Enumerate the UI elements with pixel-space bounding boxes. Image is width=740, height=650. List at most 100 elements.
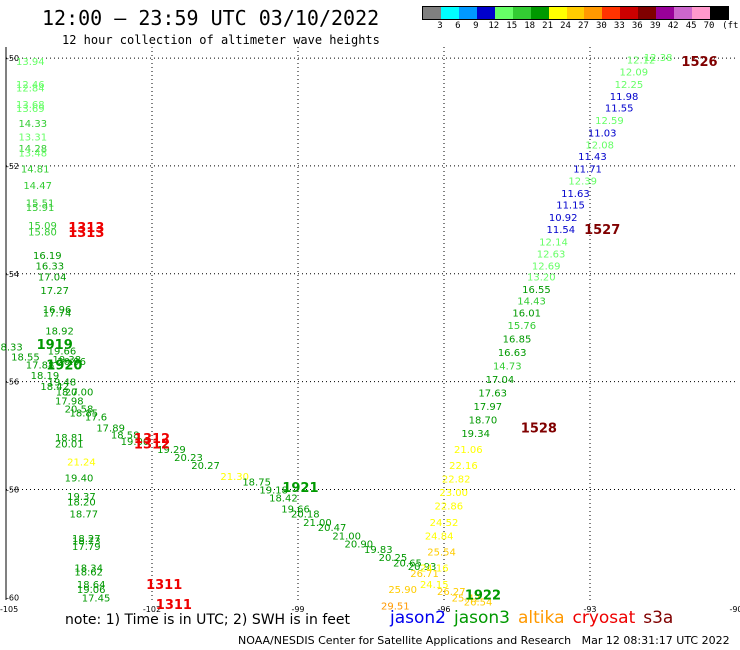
swh-value-label: 19.06: [77, 585, 106, 596]
swh-value-label: 20.58: [65, 405, 94, 416]
swh-value-label: 19.00: [121, 437, 150, 448]
swh-value-label: 17.74: [43, 309, 72, 320]
colorbar-swatch: [710, 7, 728, 19]
swh-value-label: 25.42: [452, 593, 481, 604]
swh-value-label: 18.42: [269, 494, 298, 505]
swh-value-label: 15.80: [28, 228, 57, 239]
swh-value-label: 18.42: [40, 382, 69, 393]
swh-value-label: 20.18: [291, 510, 320, 521]
swh-value-label: 24.16: [420, 564, 449, 575]
swh-value-label: 12.46: [16, 80, 45, 91]
colorbar-label: 39: [649, 21, 661, 31]
swh-value-label: 17.04: [486, 375, 515, 386]
swh-value-label: 17.97: [473, 402, 502, 413]
colorbar-swatch: [674, 7, 693, 19]
track-id-label: 1922: [465, 589, 501, 604]
y-tick-label: -58: [6, 485, 19, 494]
satellite-legend-s3a: s3a: [643, 608, 674, 628]
track-id-label: 1919: [37, 338, 73, 353]
swh-value-label: 23.00: [439, 488, 468, 499]
swh-value-label: 19.83: [364, 545, 393, 556]
colorbar-swatch: [620, 7, 639, 19]
swh-value-label: 20.47: [318, 523, 347, 534]
swh-value-label: 24.84: [425, 531, 454, 542]
colorbar-label: 12: [488, 21, 500, 31]
swh-value-label: 14.47: [23, 181, 52, 192]
track-id-label: 1528: [521, 421, 557, 436]
swh-value-label: 11.43: [578, 152, 607, 163]
swh-value-label: 16.01: [512, 309, 541, 320]
swh-value-label: 14.28: [18, 144, 47, 155]
y-tick-label: -50: [6, 54, 19, 63]
colorbar-label: (ft): [722, 21, 740, 31]
colorbar-label: 9: [473, 21, 479, 31]
track-id-label: 1312: [134, 432, 170, 447]
swh-value-label: 12.84: [16, 84, 45, 95]
swh-value-label: 21.00: [303, 518, 332, 529]
swh-value-label: 11.98: [610, 92, 639, 103]
swh-value-label: 18.75: [242, 477, 271, 488]
swh-value-label: 22.86: [435, 502, 464, 513]
swh-value-label: 17.98: [55, 396, 84, 407]
swh-value-label: 14.73: [493, 361, 522, 372]
swh-value-label: 16.63: [498, 348, 527, 359]
colorbar-label: 18: [524, 21, 536, 31]
track-id-label: 1313: [68, 226, 104, 241]
swh-value-label: 18.34: [74, 564, 103, 575]
track-id-label: 1313: [68, 221, 104, 236]
footer-note: note: 1) Time is in UTC; 2) SWH is in fe…: [65, 612, 351, 628]
swh-value-label: 17.63: [478, 388, 507, 399]
swh-value-label: 12.25: [615, 80, 644, 91]
swh-value-label: 19.34: [461, 429, 490, 440]
swh-value-label: 14.81: [21, 165, 50, 176]
satellite-legend: jason2 jason3 altika cryosat s3a: [390, 608, 681, 628]
swh-value-label: 26.54: [464, 598, 493, 609]
swh-value-label: 18.92: [45, 326, 74, 337]
swh-value-label: 12.09: [619, 68, 648, 79]
swh-value-label: 25.90: [388, 585, 417, 596]
x-tick-label: -105: [0, 605, 18, 614]
swh-value-label: 21.30: [220, 472, 249, 483]
swh-value-label: 11.71: [573, 165, 602, 176]
track-id-label: 1526: [681, 55, 717, 70]
swh-value-label: 24.52: [430, 518, 459, 529]
colorbar-swatch: [423, 7, 441, 19]
swh-value-label: 20.01: [55, 440, 84, 451]
x-tick-label: -93: [583, 605, 596, 614]
swh-value-label: 18.77: [70, 510, 99, 521]
swh-value-label: 14.33: [18, 119, 47, 130]
swh-value-label: 13.48: [18, 148, 47, 159]
swh-value-label: 12.59: [595, 116, 624, 127]
swh-value-label: 15.51: [26, 199, 55, 210]
swh-value-label: 21.00: [332, 531, 361, 542]
swh-value-label: 19.29: [157, 445, 186, 456]
swh-value-label: 21.06: [454, 445, 483, 456]
swh-value-label: 18.85: [70, 408, 99, 419]
x-tick-label: -90: [729, 605, 740, 614]
x-tick-label: -102: [143, 605, 161, 614]
track-id-label: 1921: [282, 481, 318, 496]
swh-value-label: 11.55: [605, 104, 634, 115]
swh-value-label: 29.51: [381, 601, 410, 612]
colorbar-swatch: [548, 7, 567, 19]
swh-value-label: 14.43: [517, 297, 546, 308]
colorbar-swatch: [566, 7, 585, 19]
swh-value-label: 17.88: [26, 360, 55, 371]
colorbar-swatch: [656, 7, 675, 19]
swh-value-label: 17.6: [85, 413, 107, 424]
colorbar-swatch: [638, 7, 657, 19]
track-id-label: 1311: [146, 578, 182, 593]
swh-value-label: 18.19: [31, 371, 60, 382]
swh-value-label: 13.69: [16, 104, 45, 115]
swh-value-label: 11.15: [556, 201, 585, 212]
swh-value-label: 19.37: [67, 492, 96, 503]
page-title: 12:00 — 23:59 UTC 03/10/2022: [42, 6, 380, 30]
swh-value-label: 19.40: [65, 474, 94, 485]
swh-value-label: 15.91: [26, 203, 55, 214]
y-tick-label: -56: [6, 378, 19, 387]
colorbar-swatch: [530, 7, 549, 19]
track-id-label: 1311: [156, 598, 192, 613]
swh-value-label: 12.12: [627, 56, 656, 67]
swh-value-label: 18.7: [56, 387, 78, 398]
